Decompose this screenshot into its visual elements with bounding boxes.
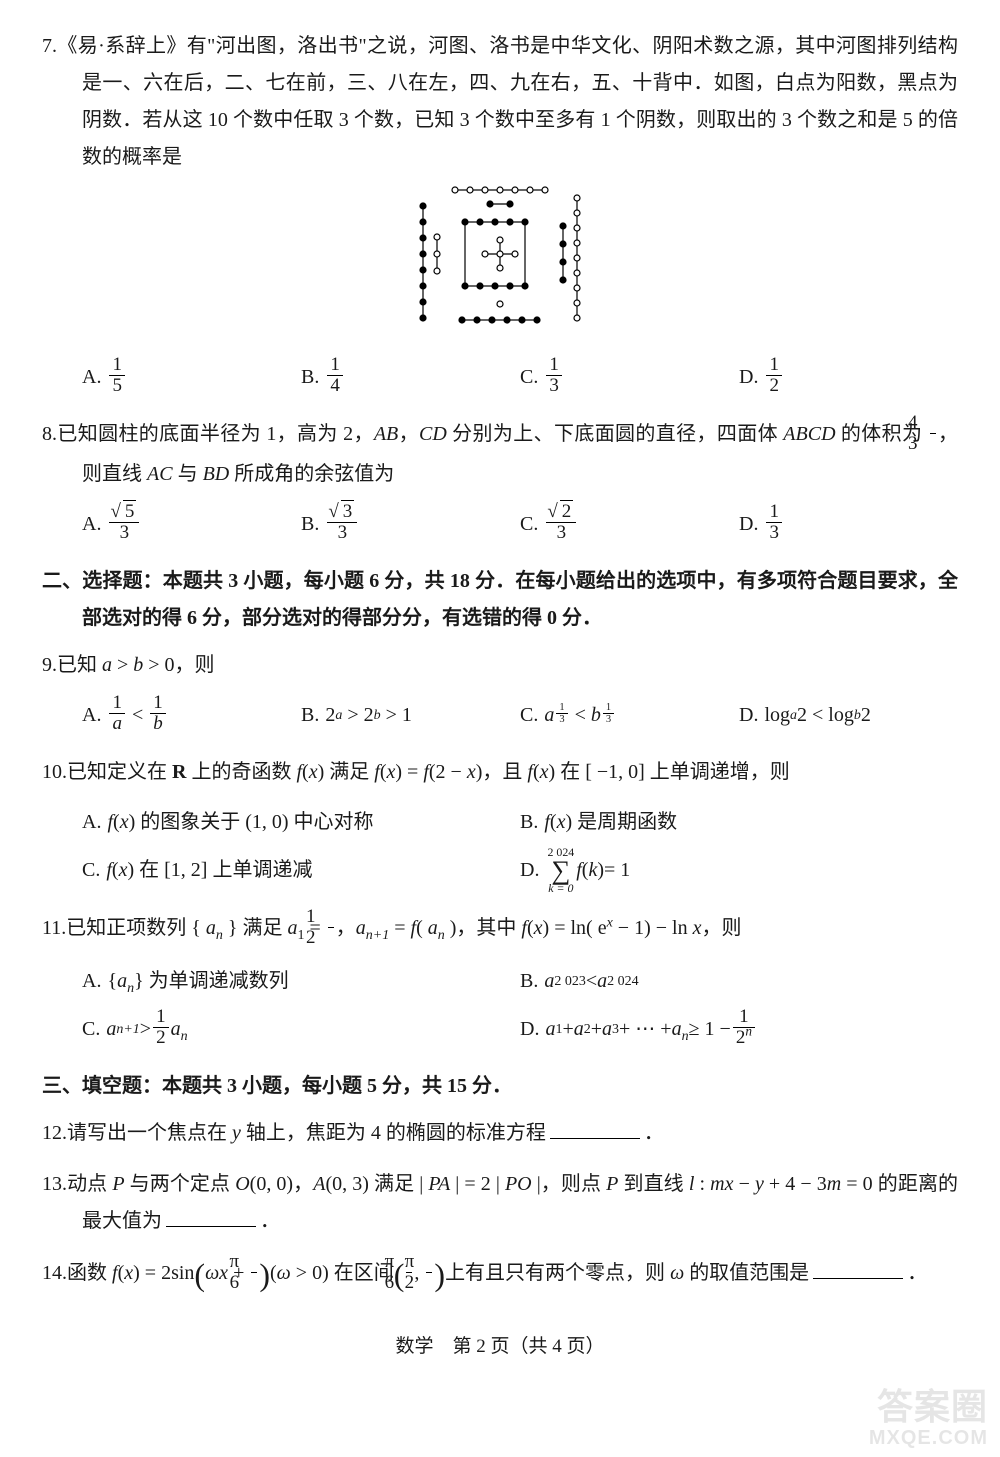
q7-option-d: D.12: [739, 353, 958, 401]
page-footer: 数学 第 2 页（共 4 页）: [42, 1329, 958, 1364]
q10-option-c: C.f(x) 在 [1, 2] 上单调递减: [82, 847, 520, 895]
q12-blank[interactable]: [550, 1119, 640, 1139]
question-10: 10.已知定义在 R 上的奇函数 f(x) 满足 f(x) = f(2 − x)…: [42, 754, 958, 895]
q7-option-b: B.14: [301, 353, 520, 401]
q14-blank[interactable]: [813, 1259, 903, 1279]
q9-option-a: A.1a < 1b: [82, 692, 301, 740]
q13-number: 13.: [42, 1173, 67, 1195]
q12-number: 12.: [42, 1122, 67, 1144]
question-7: 7.《易·系辞上》有"河出图，洛出书"之说，河图、洛书是中华文化、阴阳术数之源，…: [42, 28, 958, 401]
q10-text: 10.已知定义在 R 上的奇函数 f(x) 满足 f(x) = f(2 − x)…: [42, 754, 958, 791]
q7-option-c: C.13: [520, 353, 739, 401]
q11-number: 11.: [42, 917, 66, 939]
q11-option-d: D.a1 + a2 + a3 + ⋯ + an ≥ 1 − 12n: [520, 1006, 958, 1054]
q7-options: A.15 B.14 C.13 D.12: [42, 353, 958, 401]
question-12: 12.请写出一个焦点在 y 轴上，焦距为 4 的椭圆的标准方程．: [42, 1115, 958, 1152]
q8-number: 8.: [42, 423, 57, 445]
q9-option-c: C.a13 < b13: [520, 692, 739, 740]
q9-options: A.1a < 1b B.2a > 2b > 1 C.a13 < b13 D.lo…: [42, 692, 958, 740]
q9-text: 9.已知 a > b > 0，则: [42, 647, 958, 684]
q7-number: 7.: [42, 35, 57, 57]
q7-diagram: [42, 182, 958, 345]
q8-option-a: A.53: [82, 501, 301, 549]
q14-number: 14.: [42, 1262, 67, 1284]
q9-option-d: D.loga2 < logb2: [739, 692, 958, 740]
section-2-title: 二、选择题：本题共 3 小题，每小题 6 分，共 18 分．在每小题给出的选项中…: [42, 563, 958, 637]
q11-option-a: A.{ an } 为单调递减数列: [82, 958, 520, 1006]
q10-options: A.f(x) 的图象关于 (1, 0) 中心对称 B.f(x) 是周期函数 C.…: [42, 799, 958, 895]
question-8: 8.已知圆柱的底面半径为 1，高为 2，AB，CD 分别为上、下底面圆的直径，四…: [42, 415, 958, 549]
q8-option-c: C.23: [520, 501, 739, 549]
q7-text: 7.《易·系辞上》有"河出图，洛出书"之说，河图、洛书是中华文化、阴阳术数之源，…: [42, 28, 958, 176]
q8-option-b: B.33: [301, 501, 520, 549]
q8-options: A.53 B.33 C.23 D.13: [42, 501, 958, 549]
q8-option-d: D.13: [739, 501, 958, 549]
q10-option-b: B.f(x) 是周期函数: [520, 799, 958, 847]
q11-option-c: C.an+1 > 12 an: [82, 1006, 520, 1054]
q9-number: 9.: [42, 654, 57, 676]
q10-option-d: D. 2 024 ∑ k = 0 f(k) = 1: [520, 847, 958, 895]
q11-text: 11.已知正项数列 { an } 满足 a1 = 12，an+1 = f( an…: [42, 909, 958, 950]
sigma-icon: 2 024 ∑ k = 0: [547, 847, 574, 895]
q11-options: A.{ an } 为单调递减数列 B.a2 023 < a2 024 C.an+…: [42, 958, 958, 1054]
q10-option-a: A.f(x) 的图象关于 (1, 0) 中心对称: [82, 799, 520, 847]
q13-blank[interactable]: [166, 1207, 256, 1227]
question-13: 13.动点 P 与两个定点 O(0, 0)，A(0, 3) 满足 | PA | …: [42, 1166, 958, 1240]
q9-option-b: B.2a > 2b > 1: [301, 692, 520, 740]
q11-option-b: B.a2 023 < a2 024: [520, 958, 958, 1006]
q7-option-a: A.15: [82, 353, 301, 401]
question-14: 14.函数 f(x) = 2sin(ωx + π6)(ω > 0) 在区间(π6…: [42, 1254, 958, 1295]
question-9: 9.已知 a > b > 0，则 A.1a < 1b B.2a > 2b > 1…: [42, 647, 958, 740]
q8-text: 8.已知圆柱的底面半径为 1，高为 2，AB，CD 分别为上、下底面圆的直径，四…: [42, 415, 958, 493]
question-11: 11.已知正项数列 { an } 满足 a1 = 12，an+1 = f( an…: [42, 909, 958, 1054]
section-3-title: 三、填空题：本题共 3 小题，每小题 5 分，共 15 分．: [42, 1068, 958, 1105]
watermark: 答案圈 MXQE.COM: [869, 1387, 988, 1449]
q10-number: 10.: [42, 761, 67, 783]
